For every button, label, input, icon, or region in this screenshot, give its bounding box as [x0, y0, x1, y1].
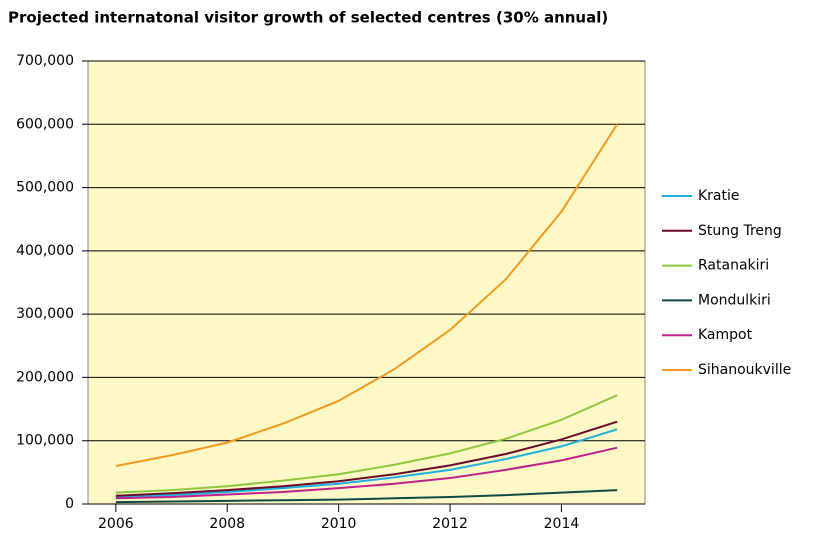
plot-area [87, 60, 646, 505]
y-tick-label: 500,000 [16, 180, 74, 196]
legend-label: Kampot [698, 327, 753, 343]
series-line [115, 123, 618, 468]
x-tick-label: 2008 [209, 516, 245, 532]
x-tick-label: 2012 [432, 516, 468, 532]
series-line [115, 446, 618, 500]
y-tick-label: 200,000 [16, 369, 74, 385]
y-tick-label: 600,000 [16, 116, 74, 132]
series-line [115, 489, 618, 504]
y-tick-label: 400,000 [16, 243, 74, 259]
legend-label: Sihanoukville [698, 362, 791, 378]
x-tick-label: 2010 [321, 516, 357, 532]
series-line [115, 394, 618, 494]
legend-label: Kratie [698, 188, 740, 204]
y-tick-label: 300,000 [16, 306, 74, 322]
legend-label: Mondulkiri [698, 292, 771, 308]
series-line [115, 428, 618, 499]
y-tick-label: 0 [65, 496, 74, 512]
legend-label: Stung Treng [698, 223, 782, 239]
series-line [115, 420, 618, 497]
chart-title: Projected internatonal visitor growth of… [8, 9, 608, 27]
x-tick-label: 2014 [544, 516, 580, 532]
y-tick-label: 100,000 [16, 433, 74, 449]
y-tick-label: 700,000 [16, 53, 74, 69]
x-tick-label: 2006 [98, 516, 134, 532]
legend-label: Ratanakiri [698, 258, 769, 274]
